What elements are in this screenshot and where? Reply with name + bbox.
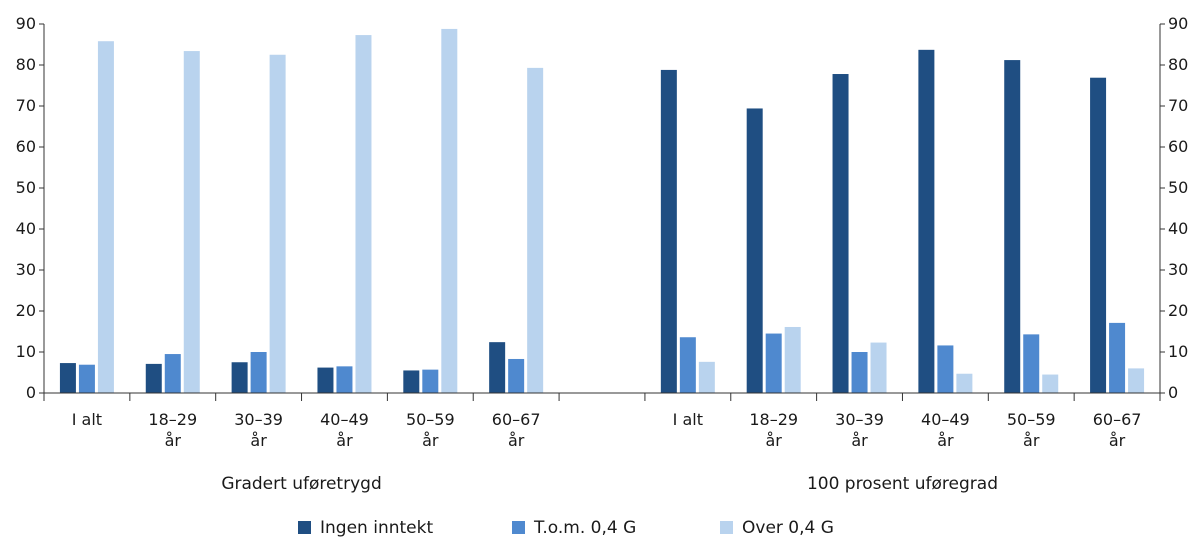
bar	[336, 366, 353, 393]
x-tick-label: I alt	[72, 410, 102, 429]
x-tick-label: 30–39	[835, 410, 884, 429]
y-tick-label-right: 90	[1168, 14, 1188, 33]
bar	[1128, 368, 1145, 393]
bar	[1042, 374, 1059, 393]
x-tick-label: år	[508, 431, 525, 450]
bar	[231, 362, 248, 393]
bar	[765, 333, 782, 393]
y-tick-label-right: 0	[1168, 383, 1178, 402]
bar	[1004, 60, 1021, 394]
bar	[164, 354, 181, 393]
bar	[937, 345, 954, 393]
x-tick-label: 30–39	[234, 410, 283, 429]
bar	[508, 358, 525, 393]
bar	[1023, 334, 1040, 393]
bar	[78, 364, 95, 393]
y-tick-label-right: 10	[1168, 342, 1188, 361]
bar	[1109, 322, 1126, 393]
bar	[527, 67, 544, 394]
y-tick-label-right: 20	[1168, 301, 1188, 320]
bar	[784, 326, 801, 393]
x-tick-label: år	[765, 431, 782, 450]
y-tick-label-right: 80	[1168, 55, 1188, 74]
legend-swatch	[512, 521, 525, 534]
y-tick-label: 70	[16, 96, 36, 115]
x-tick-label: år	[1109, 431, 1126, 450]
bar	[250, 352, 267, 393]
x-tick-label: I alt	[673, 410, 703, 429]
legend: Ingen inntekt T.o.m. 0,4 G Over 0,4 G	[298, 518, 834, 538]
bar	[918, 49, 935, 394]
y-axis-left: 0 10 20 30 40 50 60 70 80 90	[16, 14, 45, 402]
legend-label: Ingen inntekt	[320, 518, 433, 538]
x-tick-label: år	[937, 431, 954, 450]
bar	[832, 74, 849, 394]
y-tick-label: 10	[16, 342, 36, 361]
y-tick-label-right: 50	[1168, 178, 1188, 197]
bar	[403, 370, 420, 393]
bar	[97, 41, 114, 393]
y-tick-label: 90	[16, 14, 36, 33]
x-tick-label: 40–49	[320, 410, 369, 429]
x-tick-label: år	[1023, 431, 1040, 450]
legend-label: T.o.m. 0,4 G	[533, 518, 636, 538]
x-tick-label: 60–67	[1093, 410, 1142, 429]
y-tick-label-right: 70	[1168, 96, 1188, 115]
bar	[183, 51, 200, 394]
x-tick-label: 50–59	[406, 410, 455, 429]
bars	[59, 28, 1145, 394]
x-tick-label: år	[851, 431, 868, 450]
bar	[660, 69, 677, 394]
x-tick-label: 18–29	[148, 410, 197, 429]
bar	[489, 342, 506, 393]
group-label: Gradert uføretrygd	[221, 474, 381, 494]
x-tick-label: år	[336, 431, 353, 450]
bar	[698, 361, 715, 393]
y-tick-label: 50	[16, 178, 36, 197]
y-tick-label: 20	[16, 301, 36, 320]
x-tick-label: 40–49	[921, 410, 970, 429]
x-tick-label: år	[250, 431, 267, 450]
y-tick-label: 40	[16, 219, 36, 238]
bar	[269, 54, 286, 393]
bar	[1090, 77, 1107, 394]
bar	[956, 373, 973, 393]
x-tick-label: 60–67	[492, 410, 541, 429]
y-tick-label: 60	[16, 137, 36, 156]
bar	[746, 108, 763, 394]
legend-label: Over 0,4 G	[742, 518, 834, 538]
group-labels: Gradert uføretrygd 100 prosent uføregrad	[221, 474, 998, 494]
bar	[59, 363, 76, 393]
bar	[355, 35, 372, 393]
x-tick-label: 18–29	[749, 410, 798, 429]
bar	[317, 367, 334, 393]
bar	[870, 342, 887, 393]
group-label: 100 prosent uføregrad	[807, 474, 998, 494]
legend-swatch	[720, 521, 733, 534]
y-tick-label: 80	[16, 55, 36, 74]
bar	[145, 363, 162, 393]
bar	[441, 28, 458, 393]
bar	[422, 369, 439, 393]
y-tick-label: 0	[26, 383, 36, 402]
y-tick-label-right: 30	[1168, 260, 1188, 279]
x-tick-label: år	[165, 431, 182, 450]
x-axis: I alt 18–29 år 30–39 år 40–49 år 50–59 år 60–67 år…	[43, 392, 1161, 450]
y-tick-label-right: 60	[1168, 137, 1188, 156]
x-tick-label: 50–59	[1007, 410, 1056, 429]
bar	[851, 352, 868, 393]
legend-swatch	[298, 521, 311, 534]
y-axis-right: 0 10 20 30 40 50 60 70 80 90	[1159, 14, 1188, 402]
bar	[679, 337, 696, 393]
x-tick-label: år	[422, 431, 439, 450]
y-tick-label: 30	[16, 260, 36, 279]
y-tick-label-right: 40	[1168, 219, 1188, 238]
